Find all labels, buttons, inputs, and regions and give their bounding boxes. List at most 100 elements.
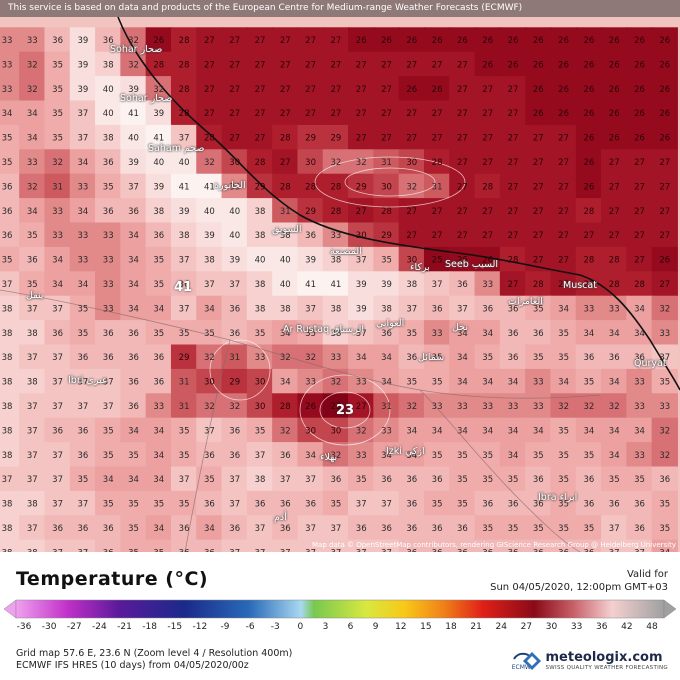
temperature-cell	[272, 295, 299, 322]
grid-value: 37	[229, 280, 240, 290]
temperature-cell	[423, 295, 451, 322]
grid-value: 35	[406, 329, 417, 339]
temperature-cell	[398, 417, 425, 444]
temperature-cell	[525, 124, 552, 151]
temperature-cell	[221, 490, 248, 517]
temperature-map[interactable]: 33 33 36 39 36 32 26 28 27 27 27 27 27 27 26 26 26 26 26 26…	[0, 0, 680, 552]
grid-value: 36	[432, 548, 443, 552]
grid-value: 27	[204, 85, 215, 95]
temperature-cell	[272, 320, 299, 346]
temperature-cell	[449, 539, 476, 552]
grid-value: 34	[406, 451, 417, 461]
grid-value: 35	[482, 451, 493, 461]
temperature-cell	[44, 320, 71, 346]
grid-value: 36	[103, 524, 114, 534]
temperature-cell	[601, 271, 628, 297]
place-label: Saham صحم	[148, 143, 205, 154]
grid-value: 26	[381, 36, 392, 46]
temperature-cell	[474, 466, 501, 492]
grid-value: 33	[2, 36, 13, 46]
temperature-cell	[145, 246, 172, 273]
temperature-cell	[120, 222, 147, 248]
ecmwf-banner: This service is based on data and produc…	[0, 0, 680, 17]
grid-value: 35	[482, 524, 493, 534]
temperature-cell	[19, 490, 46, 517]
temperature-cell	[449, 295, 476, 322]
temperature-cell	[651, 124, 678, 151]
grid-value: 28	[179, 36, 190, 46]
grid-value: 28	[583, 207, 594, 217]
grid-value: 26	[583, 60, 594, 70]
grid-value: 27	[204, 36, 215, 46]
grid-value: 26	[609, 109, 620, 119]
temperature-cell	[575, 417, 603, 444]
meteologix-brand[interactable]: meteologix.com SWISS QUALITY WEATHER FOR…	[522, 650, 668, 671]
temperature-cell	[120, 539, 147, 552]
temperature-cell	[322, 490, 350, 517]
grid-value: 35	[356, 475, 367, 485]
grid-value: 26	[583, 158, 594, 168]
temperature-cell	[626, 173, 653, 200]
temperature-cell	[474, 149, 501, 175]
temperature-cell	[95, 539, 122, 552]
temperature-cell	[69, 222, 97, 248]
grid-value: 38	[2, 426, 13, 436]
temperature-cell	[95, 490, 122, 517]
temperature-cell	[499, 149, 527, 175]
grid-value: 36	[457, 524, 468, 534]
temperature-cell	[348, 149, 375, 175]
temperature-cell	[120, 417, 147, 444]
temperature-cell	[449, 222, 476, 248]
temperature-cell	[601, 222, 628, 248]
grid-value: 32	[128, 36, 139, 46]
grid-value: 37	[356, 548, 367, 552]
grid-value: 30	[356, 231, 367, 241]
grid-value: 26	[482, 256, 493, 266]
grid-value: 26	[533, 60, 544, 70]
temperature-cell	[19, 393, 46, 419]
grid-value: 36	[457, 280, 468, 290]
temperature-cell	[170, 368, 198, 395]
temperature-cell	[246, 466, 274, 492]
grid-value: 34	[508, 451, 519, 461]
temperature-cell	[626, 246, 653, 273]
temperature-cell	[322, 344, 350, 370]
temperature-cell	[145, 295, 172, 322]
temperature-cell	[322, 466, 350, 492]
temperature-cell	[120, 51, 147, 78]
grid-value: 27	[634, 158, 645, 168]
valid-label: Valid for	[626, 569, 668, 580]
temperature-cell	[449, 271, 476, 297]
temperature-cell	[525, 490, 552, 517]
place-label: ينقل	[26, 290, 44, 301]
grid-value: 30	[255, 378, 266, 388]
place-label: Ibri عبري	[68, 375, 108, 386]
grid-value: 27	[558, 207, 569, 217]
grid-value: 34	[432, 426, 443, 436]
grid-value: 35	[204, 475, 215, 485]
grid-value: 34	[27, 134, 38, 144]
temperature-cell	[651, 539, 678, 552]
grid-value: 32	[659, 426, 670, 436]
grid-value: 38	[2, 451, 13, 461]
temperature-cell	[272, 222, 299, 248]
grid-value: 23	[330, 402, 341, 412]
temperature-cell	[601, 295, 628, 322]
grid-value: 36	[533, 329, 544, 339]
grid-value: 33	[508, 402, 519, 412]
grid-value: 39	[153, 109, 164, 119]
temperature-cell	[145, 539, 172, 552]
grid-value: 32	[27, 182, 38, 192]
temperature-cell	[373, 295, 400, 322]
temperature-cell	[348, 490, 375, 517]
temperature-cell	[550, 466, 577, 492]
grid-value: 26	[659, 36, 670, 46]
temperature-cell	[44, 100, 71, 126]
place-label: العامرات	[508, 296, 543, 307]
temperature-cell	[651, 222, 678, 248]
grid-value: 27	[533, 256, 544, 266]
temperature-cell	[95, 466, 122, 492]
temperature-cell	[0, 320, 21, 346]
grid-value: 35	[153, 548, 164, 552]
road	[419, 389, 581, 552]
